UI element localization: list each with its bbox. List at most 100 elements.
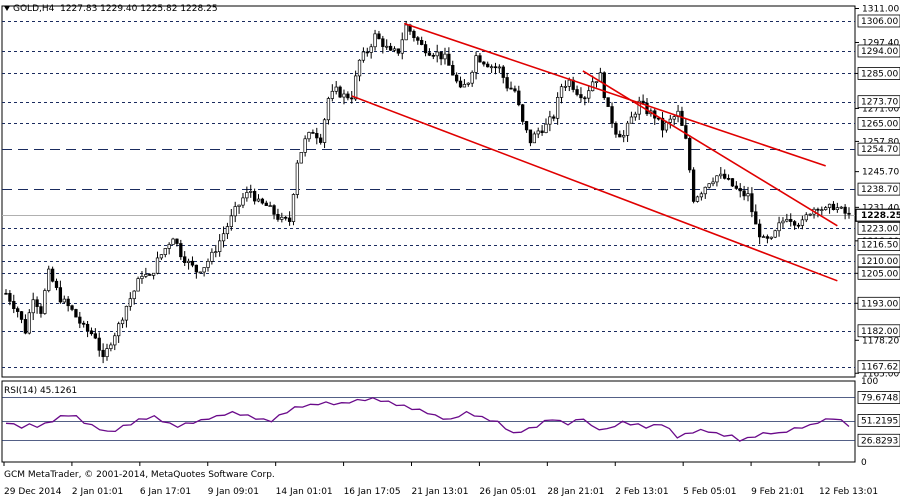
level-label: 1294.00 [861,47,898,57]
candle-body [454,74,459,82]
candle-body [132,290,136,300]
candle-body [711,181,715,185]
candle-body [70,305,74,310]
candle-body [85,323,90,332]
candle-body [524,121,529,131]
candle-body [357,59,362,77]
current-price-label: 1228.25 [861,211,900,221]
candle-body [237,204,241,207]
rsi-tick-label: 100 [861,377,878,387]
candle-body [89,330,94,335]
candle-body [684,125,688,139]
candle-body [435,51,439,57]
candle-body [342,93,346,98]
candle-body [190,260,195,266]
triangle-icon[interactable] [4,6,10,11]
rsi-tick-label: 26.8293 [861,436,898,446]
level-label-box [857,142,900,156]
candle-body [695,196,700,202]
candle-body [672,116,676,120]
candle-body [633,113,637,118]
candle-body [583,97,587,100]
candle-body [660,117,665,131]
time-tick-label: 12 Feb 13:01 [819,487,878,497]
candle-body [346,93,350,99]
candle-body [144,274,148,277]
rsi-tick-label: 79.6748 [861,393,898,403]
candle-body [163,248,167,255]
candle-body [365,51,369,54]
candle-body [610,106,614,124]
candle-body [23,319,28,334]
candle-body [299,152,303,164]
candle-body [396,48,401,54]
level-label-box [857,238,900,251]
copyright-text: GCM MetaTrader, © 2001-2014, MetaQuotes … [4,470,275,480]
candle-body [353,75,358,100]
candle-body [93,333,98,339]
candle-body [225,226,230,235]
candle-body [280,216,284,220]
candle-body [699,193,704,198]
candle-body [482,61,486,65]
candle-body [381,38,385,47]
candle-body [291,194,296,222]
candle-body [470,71,474,84]
candle-body [606,97,610,107]
time-tick-label: 2 Feb 13:01 [615,487,668,497]
candle-body [773,230,777,238]
level-label-box [857,67,900,80]
candle-body [637,100,641,115]
candle-body [229,215,233,227]
candle-body [462,84,467,88]
candle-body [497,66,502,69]
candle-body [392,48,397,51]
candle-body [377,33,381,40]
candle-body [509,87,513,90]
candle-body [792,221,797,226]
candle-body [311,132,315,134]
trendline-2 [351,95,838,282]
time-tick-label: 9 Jan 09:01 [208,487,259,497]
time-tick-label: 14 Jan 01:01 [276,487,333,497]
candle-body [439,51,443,60]
time-tick-label: 5 Feb 05:01 [683,487,736,497]
candle-body [800,219,805,226]
candle-body [350,97,354,100]
candle-body [120,319,125,325]
level-label: 1285.00 [861,69,898,79]
candle-body [587,90,591,99]
candle-body [563,85,568,88]
candle-body [420,40,424,45]
candle-body [618,133,622,138]
rsi-label-box [857,433,900,447]
time-tick-label: 29 Dec 2014 [4,487,62,497]
candle-body [416,37,420,41]
candle-body [330,90,334,99]
candle-body [151,272,156,276]
rsi-label-box [857,391,900,404]
price-tick-label: 1311.00 [862,4,899,14]
candle-body [540,130,544,133]
price-panel-frame [1,5,856,378]
candle-body [750,193,754,213]
candle-body [334,86,338,92]
rsi-header: RSI(14) 45.1261 [4,386,78,396]
candle-body [326,98,331,121]
candle-body [532,133,536,144]
candle-body [66,298,70,307]
candle-body [575,89,579,95]
candle-body [272,205,276,215]
time-tick-label: 26 Jan 05:01 [479,487,536,497]
price-tick-label: 1178.20 [862,336,899,346]
level-label-box [857,266,900,280]
candle-body [505,77,509,89]
candle-body [781,220,785,224]
level-label-box [857,44,900,58]
candle-body [155,257,160,274]
candle-body [54,280,59,288]
level-label: 1254.70 [861,145,898,155]
candle-body [789,219,793,222]
candle-body [466,82,470,85]
candle-body [268,205,272,207]
